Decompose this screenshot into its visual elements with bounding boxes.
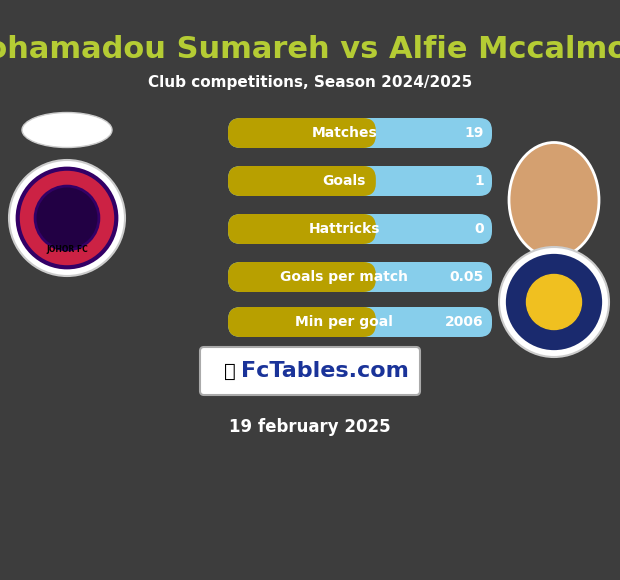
Ellipse shape bbox=[507, 255, 601, 349]
Text: 0.05: 0.05 bbox=[450, 270, 484, 284]
Ellipse shape bbox=[499, 247, 609, 357]
Text: Min per goal: Min per goal bbox=[295, 315, 393, 329]
Ellipse shape bbox=[35, 186, 99, 250]
Text: 1: 1 bbox=[474, 174, 484, 188]
FancyBboxPatch shape bbox=[228, 262, 376, 292]
FancyBboxPatch shape bbox=[228, 262, 492, 292]
Ellipse shape bbox=[22, 113, 112, 147]
FancyBboxPatch shape bbox=[228, 166, 492, 196]
Text: 19 february 2025: 19 february 2025 bbox=[229, 418, 391, 436]
Text: Goals: Goals bbox=[322, 174, 366, 188]
Ellipse shape bbox=[526, 274, 582, 329]
Ellipse shape bbox=[509, 143, 599, 258]
Text: JOHOR FC: JOHOR FC bbox=[46, 245, 88, 255]
Ellipse shape bbox=[18, 169, 117, 267]
Text: Mohamadou Sumareh vs Alfie Mccalmont: Mohamadou Sumareh vs Alfie Mccalmont bbox=[0, 35, 620, 64]
FancyBboxPatch shape bbox=[228, 307, 376, 337]
FancyBboxPatch shape bbox=[228, 118, 492, 148]
Text: Hattricks: Hattricks bbox=[308, 222, 380, 236]
FancyBboxPatch shape bbox=[228, 166, 376, 196]
FancyBboxPatch shape bbox=[228, 214, 492, 244]
FancyBboxPatch shape bbox=[200, 347, 420, 395]
Text: Goals per match: Goals per match bbox=[280, 270, 408, 284]
Text: 19: 19 bbox=[464, 126, 484, 140]
Ellipse shape bbox=[9, 160, 125, 276]
Text: Matches: Matches bbox=[311, 126, 377, 140]
Text: Club competitions, Season 2024/2025: Club competitions, Season 2024/2025 bbox=[148, 75, 472, 90]
Text: 0: 0 bbox=[474, 222, 484, 236]
FancyBboxPatch shape bbox=[228, 307, 492, 337]
FancyBboxPatch shape bbox=[228, 214, 376, 244]
Text: 📊: 📊 bbox=[224, 361, 236, 380]
Text: 2006: 2006 bbox=[445, 315, 484, 329]
FancyBboxPatch shape bbox=[228, 118, 376, 148]
Text: FcTables.com: FcTables.com bbox=[241, 361, 409, 381]
